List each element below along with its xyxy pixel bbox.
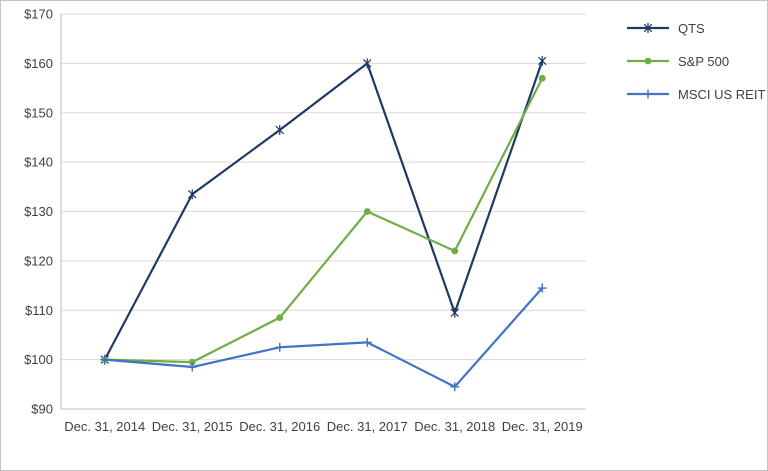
svg-text:Dec. 31, 2019: Dec. 31, 2019: [502, 419, 583, 434]
svg-text:$130: $130: [24, 204, 53, 219]
svg-text:$170: $170: [24, 7, 53, 22]
svg-text:Dec. 31, 2014: Dec. 31, 2014: [64, 419, 145, 434]
legend-marker-qts-icon: [627, 23, 669, 33]
legend-item-qts: QTS: [627, 20, 765, 36]
svg-text:$140: $140: [24, 155, 53, 170]
svg-text:$120: $120: [24, 253, 53, 268]
svg-text:Dec. 31, 2016: Dec. 31, 2016: [239, 419, 320, 434]
svg-text:Dec. 31, 2015: Dec. 31, 2015: [152, 419, 233, 434]
svg-text:Dec. 31, 2018: Dec. 31, 2018: [414, 419, 495, 434]
svg-text:$150: $150: [24, 105, 53, 120]
chart-legend: QTS S&P 500 MSCI US REIT: [627, 20, 766, 102]
svg-text:$100: $100: [24, 352, 53, 367]
legend-marker-sp500-icon: [627, 57, 669, 65]
legend-item-sp500: S&P 500: [627, 53, 765, 69]
legend-label-msci-us-reit: MSCI US REIT: [678, 86, 766, 102]
svg-text:$160: $160: [24, 56, 53, 71]
legend-item-msci-us-reit: MSCI US REIT: [627, 86, 766, 102]
svg-text:$90: $90: [31, 402, 53, 417]
legend-marker-msci-us-reit-icon: [627, 89, 669, 99]
svg-text:$110: $110: [25, 303, 53, 318]
legend-label-qts: QTS: [678, 20, 705, 36]
legend-label-sp500: S&P 500: [678, 53, 730, 69]
svg-text:Dec. 31, 2017: Dec. 31, 2017: [327, 419, 408, 434]
